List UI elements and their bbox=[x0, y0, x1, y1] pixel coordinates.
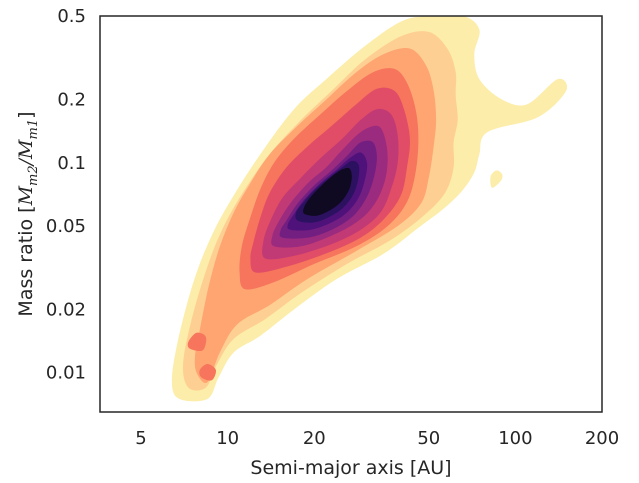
y-axis-label-symbol-2: M bbox=[15, 139, 37, 160]
y-tick-label-0.01: 0.01 bbox=[46, 363, 86, 384]
y-axis-label-symbol-1: M bbox=[15, 185, 37, 206]
y-axis-label-prefix: Mass ratio [ bbox=[15, 205, 37, 316]
x-tick-label-200: 200 bbox=[585, 428, 619, 449]
y-tick-label-0.1: 0.1 bbox=[57, 153, 86, 174]
y-axis-ticks: 0.01 0.02 0.05 0.1 0.2 0.5 bbox=[46, 6, 86, 384]
y-axis-label-subscript-1: m2 bbox=[26, 165, 41, 186]
y-tick-label-0.02: 0.02 bbox=[46, 300, 86, 321]
x-axis-ticks: 5 10 20 50 100 200 bbox=[135, 428, 619, 449]
plot-frame bbox=[99, 15, 603, 413]
x-tick-label-100: 100 bbox=[498, 428, 532, 449]
x-tick-label-50: 50 bbox=[417, 428, 440, 449]
y-tick-label-0.5: 0.5 bbox=[57, 6, 86, 27]
contour-level-11 bbox=[303, 167, 352, 216]
x-tick-label-10: 10 bbox=[216, 428, 239, 449]
contour-island-3 bbox=[199, 364, 217, 381]
density-contours bbox=[171, 16, 568, 402]
contour-island-4 bbox=[187, 332, 207, 352]
y-tick-label-0.05: 0.05 bbox=[46, 216, 86, 237]
y-axis-label-slash: / bbox=[15, 157, 37, 167]
x-axis-label: Semi-major axis [AU] bbox=[250, 457, 451, 479]
contour-island-1 bbox=[490, 170, 503, 188]
y-axis-label-subscript-2: m1 bbox=[26, 119, 41, 140]
x-tick-label-20: 20 bbox=[303, 428, 326, 449]
y-tick-label-0.2: 0.2 bbox=[57, 90, 86, 111]
y-axis-label: Mass ratio [Mm2/Mm1] bbox=[15, 111, 41, 316]
x-tick-label-5: 5 bbox=[135, 428, 146, 449]
y-axis-label-suffix: ] bbox=[15, 111, 37, 118]
